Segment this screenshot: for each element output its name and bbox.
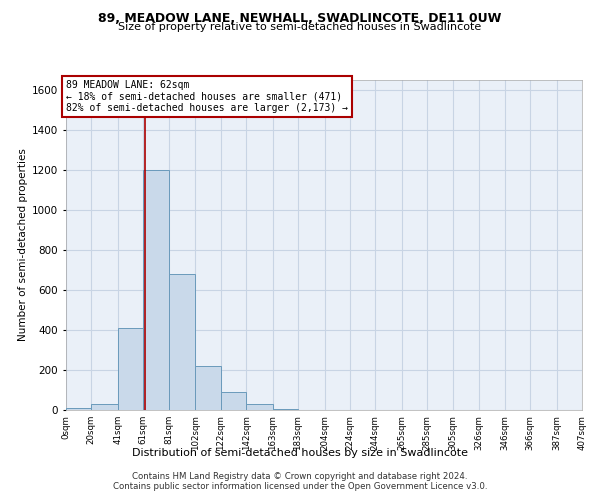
Text: Contains public sector information licensed under the Open Government Licence v3: Contains public sector information licen…: [113, 482, 487, 491]
Text: Size of property relative to semi-detached houses in Swadlincote: Size of property relative to semi-detach…: [118, 22, 482, 32]
Text: 89 MEADOW LANE: 62sqm
← 18% of semi-detached houses are smaller (471)
82% of sem: 89 MEADOW LANE: 62sqm ← 18% of semi-deta…: [66, 80, 348, 113]
Bar: [143, 170, 169, 410]
Text: 89, MEADOW LANE, NEWHALL, SWADLINCOTE, DE11 0UW: 89, MEADOW LANE, NEWHALL, SWADLINCOTE, D…: [98, 12, 502, 26]
Bar: [246, 404, 272, 410]
Bar: [221, 392, 246, 410]
Bar: [169, 274, 196, 410]
Bar: [91, 404, 118, 410]
Text: Contains HM Land Registry data © Crown copyright and database right 2024.: Contains HM Land Registry data © Crown c…: [132, 472, 468, 481]
Bar: [196, 366, 221, 410]
Bar: [66, 408, 91, 410]
Bar: [118, 328, 143, 410]
Text: Distribution of semi-detached houses by size in Swadlincote: Distribution of semi-detached houses by …: [132, 448, 468, 458]
Bar: [272, 409, 298, 410]
Y-axis label: Number of semi-detached properties: Number of semi-detached properties: [18, 148, 28, 342]
